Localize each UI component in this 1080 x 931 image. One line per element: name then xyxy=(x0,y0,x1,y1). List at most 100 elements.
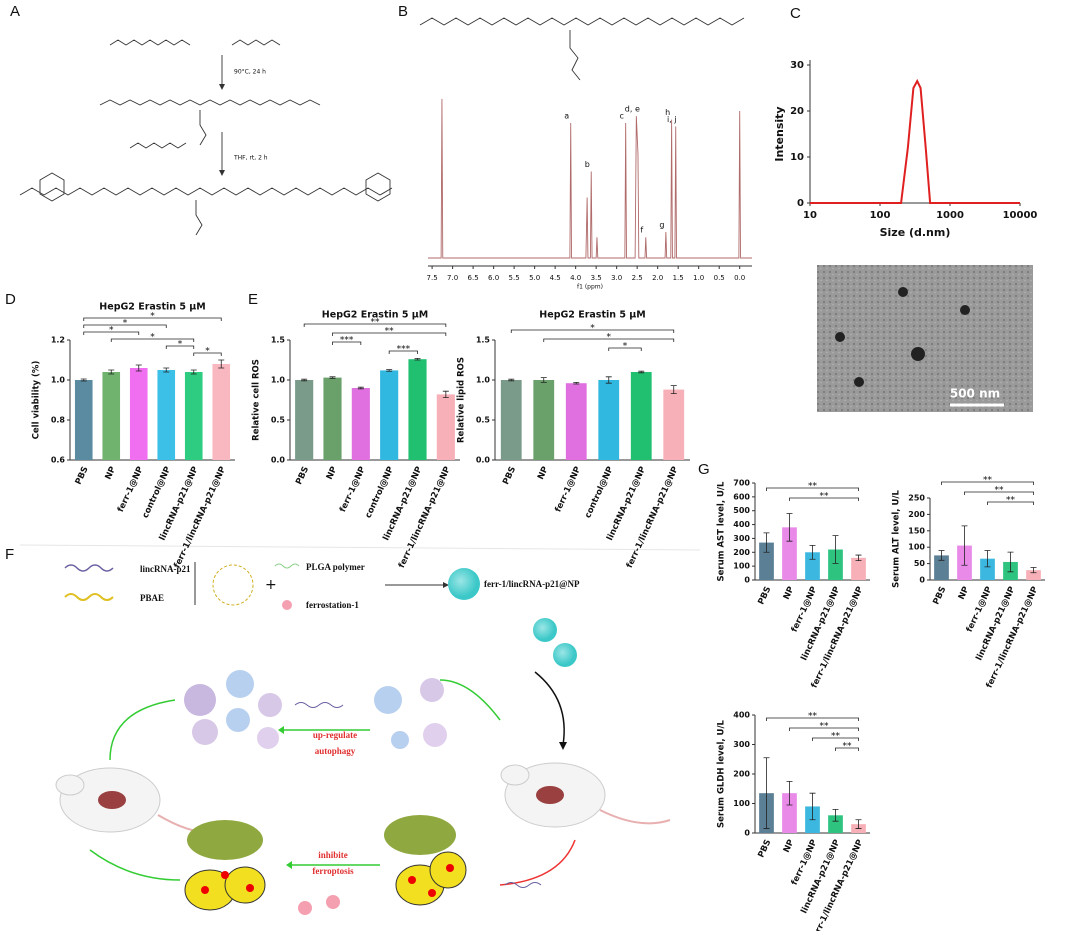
y-tick-label: 1.5 xyxy=(476,336,491,345)
bar xyxy=(157,370,176,460)
significance-label: * xyxy=(205,347,210,357)
x-tick-label: PBS xyxy=(74,465,91,486)
y-tick-label: 0.5 xyxy=(476,416,491,425)
significance-label: ** xyxy=(843,742,853,752)
peak-label: c xyxy=(619,112,623,121)
y-tick-label: 250 xyxy=(908,494,925,503)
bar xyxy=(533,380,555,460)
x-tick-label: control@NP xyxy=(141,465,174,520)
significance-bracket xyxy=(835,747,859,751)
x-tick-label: PBS xyxy=(501,465,518,486)
error-bar xyxy=(855,819,862,829)
significance-bracket xyxy=(110,338,195,342)
error-bar xyxy=(357,386,364,390)
significance-label: ** xyxy=(820,722,830,732)
bar xyxy=(351,388,370,460)
error-bar xyxy=(763,757,770,829)
significance-bracket xyxy=(83,317,222,321)
y-tick-label: 0.6 xyxy=(51,456,66,465)
y-tick-label: 0 xyxy=(744,576,750,585)
significance-bracket xyxy=(83,324,167,328)
x-tick-label: ferr-1@NP xyxy=(553,465,583,514)
y-tick-label: 600 xyxy=(733,492,750,501)
y-tick-label: 0 xyxy=(744,829,750,838)
significance-bracket xyxy=(941,481,1034,485)
error-bar xyxy=(786,513,793,542)
x-tick-label: ferr-1@NP xyxy=(116,465,146,514)
significance-bracket xyxy=(303,323,447,327)
y-tick-label: 100 xyxy=(733,562,750,571)
x-tick-label: PBS xyxy=(931,585,948,606)
significance-bracket xyxy=(165,345,195,349)
error-bar xyxy=(670,385,677,394)
significance-bracket xyxy=(332,341,362,345)
x-tick-label: NP xyxy=(957,585,972,601)
bar xyxy=(565,383,587,460)
x-tick-label: 7.5 xyxy=(427,274,438,282)
scheme-label: ferr-1/lincRNA-p21@NP xyxy=(484,579,580,589)
panel-letter: B xyxy=(398,3,408,20)
error-bar xyxy=(508,378,515,382)
mouse xyxy=(500,762,671,828)
error-bar xyxy=(832,809,839,822)
x-tick-label: 0.0 xyxy=(734,274,745,282)
y-tick-label: 50 xyxy=(914,559,926,568)
significance-label: ** xyxy=(995,486,1005,496)
significance-label: * xyxy=(150,333,155,343)
significance-bracket xyxy=(332,332,447,336)
bar xyxy=(102,372,121,460)
significance-label: * xyxy=(178,340,183,350)
y-tick-label: 1.2 xyxy=(51,336,65,345)
x-tick-label: control@NP xyxy=(364,465,397,520)
scale-bar-label: 500 nm xyxy=(950,387,1000,401)
bar xyxy=(380,370,399,460)
y-tick-label: 1.5 xyxy=(271,336,286,345)
panel-letter: C xyxy=(790,5,801,22)
significance-label: * xyxy=(623,342,628,352)
x-tick-label: 5.0 xyxy=(529,274,540,282)
significance-bracket xyxy=(83,331,140,335)
x-tick-label: 10000 xyxy=(1003,210,1038,221)
reaction-condition: THF, rt, 2 h xyxy=(233,155,268,162)
bar xyxy=(805,552,820,580)
process-label: up-regulate xyxy=(313,730,357,740)
plga-icon xyxy=(274,563,300,569)
x-tick-label: 1.5 xyxy=(673,274,684,282)
error-bar xyxy=(832,535,839,564)
significance-bracket xyxy=(510,329,675,333)
y-tick-label: 150 xyxy=(908,526,925,535)
significance-bracket xyxy=(388,350,418,354)
significance-bracket xyxy=(608,347,642,351)
bar xyxy=(500,380,522,460)
y-axis-label: Cell viability (%) xyxy=(32,361,42,440)
tem-image xyxy=(817,265,1033,412)
x-tick-label: PBS xyxy=(756,585,773,606)
x-tick-label: ferr-1@NP xyxy=(338,465,368,514)
panel-letter: E xyxy=(248,291,258,308)
y-tick-label: 10 xyxy=(790,152,804,163)
significance-bracket xyxy=(789,497,859,501)
significance-label: * xyxy=(150,312,155,322)
x-tick-label: 10 xyxy=(803,210,817,221)
y-tick-label: 1.0 xyxy=(476,376,491,385)
significance-label: ** xyxy=(371,318,381,328)
error-bar xyxy=(190,369,197,375)
y-tick-label: 1.0 xyxy=(271,376,286,385)
significance-label: *** xyxy=(397,345,411,355)
peak-label: d, e xyxy=(625,105,640,114)
bar xyxy=(436,394,455,460)
nanoparticle xyxy=(448,568,480,600)
significance-bracket xyxy=(789,727,859,731)
process-label: autophagy xyxy=(315,746,356,756)
error-bar xyxy=(855,554,862,561)
y-tick-label: 1.0 xyxy=(51,376,66,385)
bar xyxy=(408,359,427,460)
scheme-label: PBAE xyxy=(140,593,164,603)
drug-icon xyxy=(282,600,292,610)
significance-label: ** xyxy=(983,476,993,486)
y-tick-label: 300 xyxy=(733,740,750,749)
significance-label: * xyxy=(607,333,612,343)
x-tick-label: 3.0 xyxy=(611,274,622,282)
x-tick-label: 6.5 xyxy=(468,274,479,282)
